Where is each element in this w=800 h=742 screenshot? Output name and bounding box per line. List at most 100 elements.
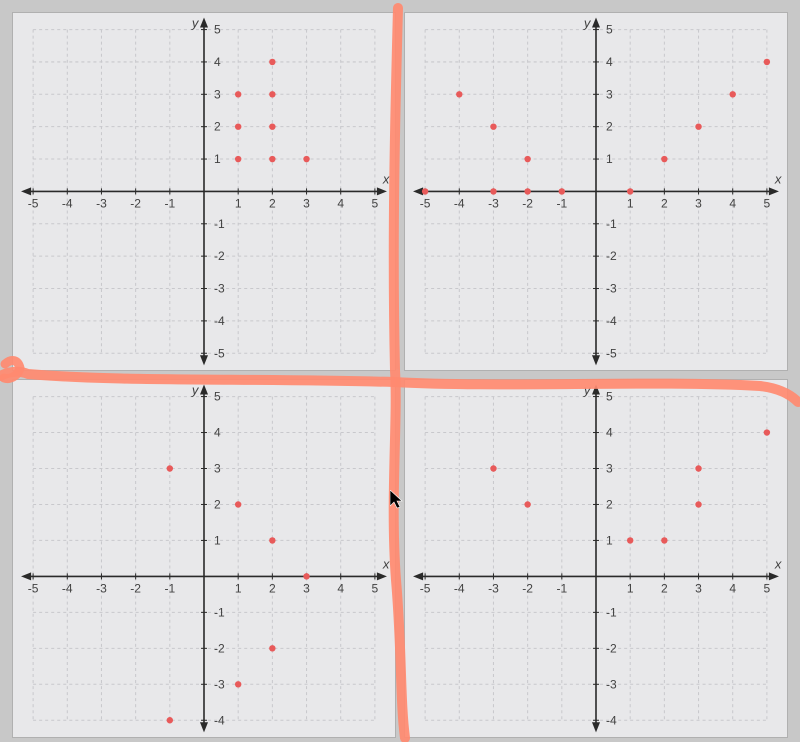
x-tick-label: 2 [269,581,276,595]
data-point [729,91,735,97]
y-tick-label: -2 [606,641,617,655]
graph-svg-0: -5-4-3-2-112345-5-4-3-2-112345xy [13,13,395,370]
graph-panel-bottom-left: -5-4-3-2-112345-4-3-2-112345xy [12,379,396,738]
y-tick-label: 4 [606,425,613,439]
y-tick-label: 4 [606,55,613,69]
y-tick-label: 2 [214,497,221,511]
y-tick-label: -4 [214,713,225,727]
data-point [167,465,173,471]
y-tick-label: -1 [606,217,617,231]
graph-svg-3: -5-4-3-2-112345-4-3-2-112345xy [405,380,787,737]
y-tick-label: 4 [214,425,221,439]
x-tick-label: 2 [661,196,668,210]
x-tick-label: 3 [695,581,702,595]
x-axis-label: x [382,171,390,186]
data-point [695,465,701,471]
x-tick-label: 4 [729,581,736,595]
x-tick-label: 2 [269,196,276,210]
data-point [235,91,241,97]
y-tick-label: 5 [214,23,221,37]
x-tick-label: -4 [454,196,465,210]
y-tick-label: -4 [606,713,617,727]
y-tick-label: 1 [606,533,613,547]
x-tick-label: 1 [627,196,634,210]
data-point [269,123,275,129]
data-point [235,681,241,687]
y-tick-label: -3 [214,677,225,691]
four-graph-grid: -5-4-3-2-112345-5-4-3-2-112345xy -5-4-3-… [0,0,800,742]
graph-svg-1: -5-4-3-2-112345-5-4-3-2-112345xy [405,13,787,370]
x-tick-label: 4 [729,196,736,210]
y-tick-label: -5 [606,346,617,360]
x-tick-label: -5 [28,581,39,595]
y-tick-label: 3 [606,461,613,475]
x-tick-label: -3 [96,581,107,595]
x-tick-label: 1 [235,196,242,210]
x-tick-label: 5 [764,196,771,210]
data-point [764,59,770,65]
data-point [303,573,309,579]
x-tick-label: 3 [303,581,310,595]
y-tick-label: -4 [214,314,225,328]
y-tick-label: 3 [606,87,613,101]
y-tick-label: 2 [606,120,613,134]
data-point [490,188,496,194]
x-tick-label: 5 [764,581,771,595]
y-tick-label: -1 [214,605,225,619]
data-point [303,156,309,162]
y-tick-label: 1 [606,152,613,166]
data-point [269,156,275,162]
graph-panel-bottom-right: -5-4-3-2-112345-4-3-2-112345xy [404,379,788,738]
y-tick-label: -5 [214,346,225,360]
x-tick-label: -3 [488,581,499,595]
data-point [695,123,701,129]
y-tick-label: 3 [214,461,221,475]
y-tick-label: 3 [214,87,221,101]
data-point [627,188,633,194]
y-tick-label: -2 [214,249,225,263]
x-tick-label: -4 [454,581,465,595]
x-tick-label: -4 [62,581,73,595]
y-tick-label: -4 [606,314,617,328]
data-point [235,156,241,162]
y-tick-label: 5 [606,23,613,37]
data-point [627,537,633,543]
data-point [661,156,667,162]
x-tick-label: 5 [372,196,379,210]
x-tick-label: -1 [556,196,567,210]
graph-panel-top-left: -5-4-3-2-112345-5-4-3-2-112345xy [12,12,396,371]
data-point [490,123,496,129]
data-point [269,645,275,651]
x-tick-label: -5 [420,581,431,595]
x-tick-label: -2 [130,196,141,210]
data-point [524,156,530,162]
y-tick-label: -2 [606,249,617,263]
x-tick-label: 5 [372,581,379,595]
y-tick-label: 5 [214,389,221,403]
y-tick-label: -2 [214,641,225,655]
data-point [235,123,241,129]
y-tick-label: -1 [214,217,225,231]
y-tick-label: -3 [606,677,617,691]
y-tick-label: 2 [606,497,613,511]
x-tick-label: -5 [28,196,39,210]
y-tick-label: 1 [214,533,221,547]
x-tick-label: -1 [556,581,567,595]
x-tick-label: -4 [62,196,73,210]
data-point [235,501,241,507]
data-point [167,717,173,723]
x-tick-label: 4 [337,196,344,210]
x-axis-label: x [774,556,782,571]
x-tick-label: -2 [522,196,533,210]
x-tick-label: -3 [96,196,107,210]
data-point [661,537,667,543]
y-tick-label: 1 [214,152,221,166]
data-point [524,188,530,194]
x-tick-label: 1 [627,581,634,595]
data-point [490,465,496,471]
x-tick-label: 2 [661,581,668,595]
x-tick-label: -5 [420,196,431,210]
x-axis-label: x [774,171,782,186]
y-tick-label: -3 [214,282,225,296]
y-tick-label: -3 [606,282,617,296]
